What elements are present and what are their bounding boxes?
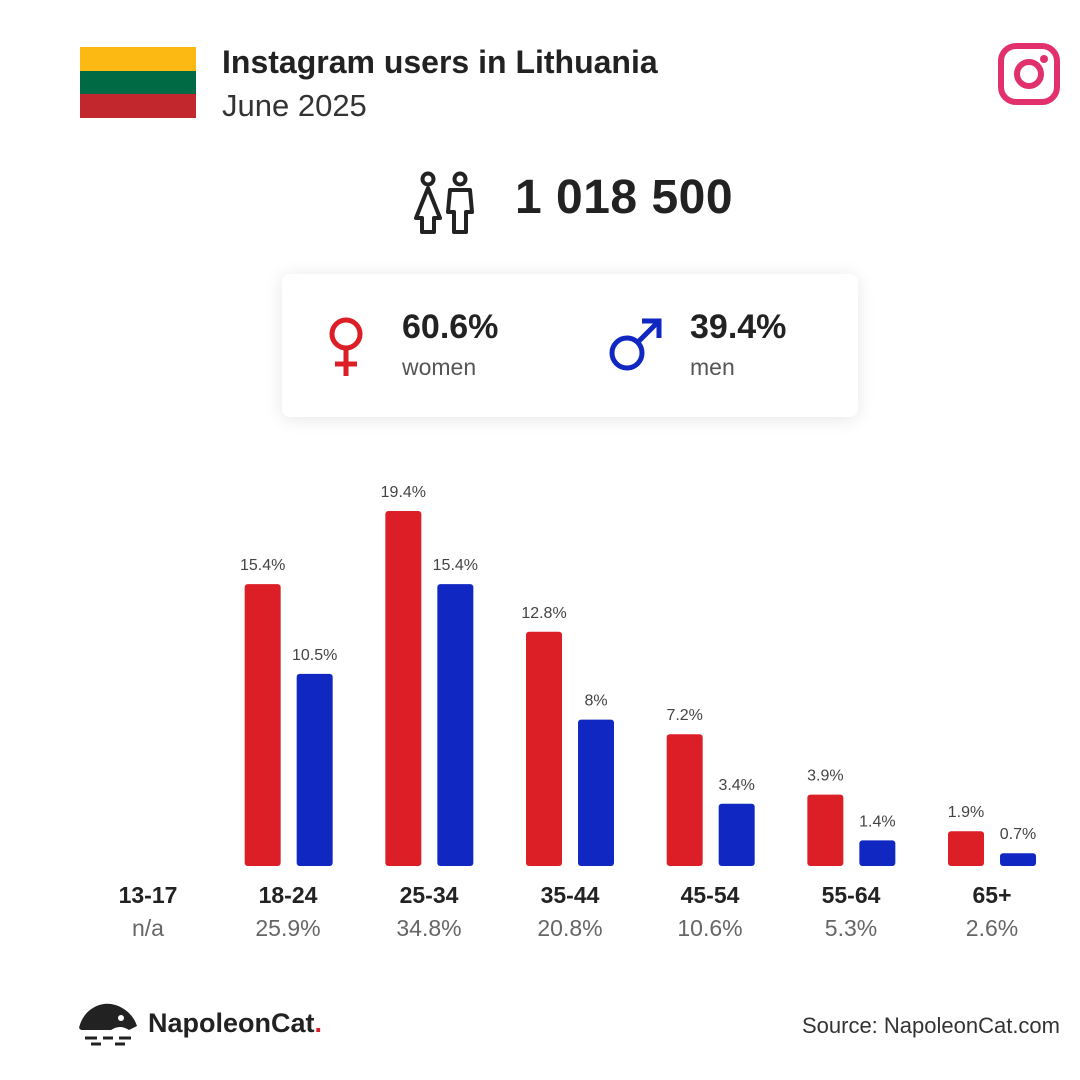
bar-25-34-series-1	[385, 510, 422, 866]
flag-stripe-green	[80, 70, 196, 95]
bar-value-label: 15.4%	[240, 557, 285, 574]
bar-65+-series-1	[948, 831, 985, 866]
flag-stripe-red	[80, 94, 196, 118]
men-percentage: 39.4%	[690, 308, 787, 346]
category-label: 35-44	[540, 882, 600, 908]
bar-value-label: 7.2%	[666, 707, 702, 724]
lithuania-flag-icon	[80, 47, 196, 118]
users-icon	[414, 171, 474, 234]
instagram-icon	[998, 43, 1060, 105]
page-title: Instagram users in Lithuania	[222, 44, 658, 80]
source-text: Source: NapoleonCat.com	[801, 1013, 1060, 1038]
category-label: 55-64	[821, 882, 881, 908]
bar-value-label: 0.7%	[1000, 826, 1036, 843]
women-percentage: 60.6%	[402, 308, 499, 346]
bar-18-24-series-2	[296, 673, 333, 866]
bar-value-label: 1.4%	[859, 813, 895, 830]
bar-value-label: 3.9%	[807, 768, 843, 785]
male-icon	[609, 318, 662, 371]
brand-name: NapoleonCat.	[148, 1008, 322, 1039]
category-total: 25.9%	[255, 915, 321, 941]
age-gender-bar-chart: 15.4% 10.5% 19.4% 15.4% 12.8% 8% 7.2% 3.4% 3.9% 1…	[240, 484, 1037, 866]
category-total: 5.3%	[824, 915, 878, 941]
men-label: men	[690, 354, 735, 380]
brand-name-text: NapoleonCat	[148, 1008, 315, 1038]
bar-55-64-series-1	[807, 794, 844, 866]
bar-25-34-series-2	[437, 584, 474, 866]
bar-value-label: 12.8%	[521, 605, 566, 622]
total-users-value: 1 018 500	[515, 171, 734, 224]
category-label: 45-54	[680, 882, 740, 908]
bar-value-label: 10.5%	[292, 647, 337, 664]
category-total: 34.8%	[396, 915, 462, 941]
category-total: 20.8%	[537, 915, 603, 941]
bar-18-24-series-1	[244, 584, 281, 866]
bar-value-label: 19.4%	[381, 484, 426, 501]
category-label: 25-34	[399, 882, 459, 908]
bar-35-44-series-1	[526, 631, 563, 866]
bar-value-label: 1.9%	[948, 804, 984, 821]
gender-split-card: 60.6% women 39.4% men	[282, 274, 858, 417]
brand-dot: .	[314, 1008, 323, 1038]
bar-45-54-series-1	[666, 734, 703, 866]
napoleoncat-logo-icon	[79, 1003, 137, 1046]
women-label: women	[402, 354, 477, 380]
bar-value-label: 3.4%	[718, 777, 754, 794]
page-subtitle: June 2025	[222, 88, 367, 123]
bar-35-44-series-2	[578, 719, 615, 866]
category-total: n/a	[132, 915, 164, 941]
category-label: 13-17	[118, 882, 178, 908]
bar-value-label: 15.4%	[433, 557, 478, 574]
flag-stripe-yellow	[80, 47, 196, 71]
bar-55-64-series-2	[859, 840, 896, 866]
category-label: 65+	[972, 882, 1012, 908]
bar-value-label: 8%	[584, 693, 607, 710]
female-icon	[329, 317, 363, 376]
category-label: 18-24	[258, 882, 318, 908]
category-total: 2.6%	[965, 915, 1019, 941]
category-total: 10.6%	[677, 915, 743, 941]
bar-65+-series-2	[1000, 853, 1037, 866]
bar-45-54-series-2	[718, 803, 755, 866]
